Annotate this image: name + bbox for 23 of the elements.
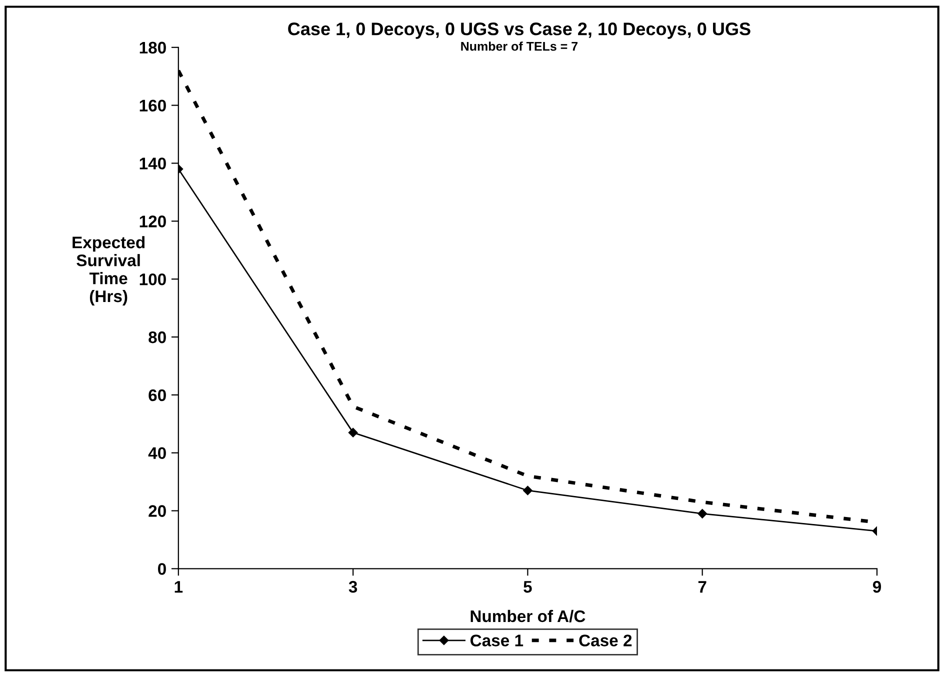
- y-tick-label: 0: [158, 563, 166, 575]
- x-tick-label: 5: [524, 581, 532, 593]
- y-tick-label: 160: [140, 100, 166, 112]
- y-tick-label: 20: [148, 505, 166, 517]
- y-tick-label: 120: [140, 216, 166, 228]
- y-tick-label: 100: [140, 273, 166, 286]
- x-tick-label: 7: [698, 581, 706, 593]
- legend-label: Case 2: [579, 634, 632, 646]
- y-tick-label: 80: [148, 331, 166, 344]
- chart-subtitle: Number of TELs = 7: [461, 42, 578, 51]
- x-tick-label: 1: [174, 581, 183, 593]
- y-tick-label: 40: [148, 447, 166, 460]
- y-tick-label: 140: [140, 158, 166, 170]
- x-axis-title: Number of A/C: [470, 610, 586, 622]
- x-tick-label: 9: [872, 580, 881, 593]
- x-tick-label: 3: [348, 580, 358, 593]
- y-tick-label: 60: [148, 389, 166, 402]
- y-tick-label: 180: [140, 42, 166, 54]
- point: [698, 509, 707, 518]
- chart-title: Case 1, 0 Decoys, 0 UGS vs Case 2, 10 Decoys, 0 UGS: [288, 22, 750, 39]
- legend-label: Case 1: [470, 634, 524, 646]
- point: [523, 486, 532, 496]
- point: [348, 428, 358, 438]
